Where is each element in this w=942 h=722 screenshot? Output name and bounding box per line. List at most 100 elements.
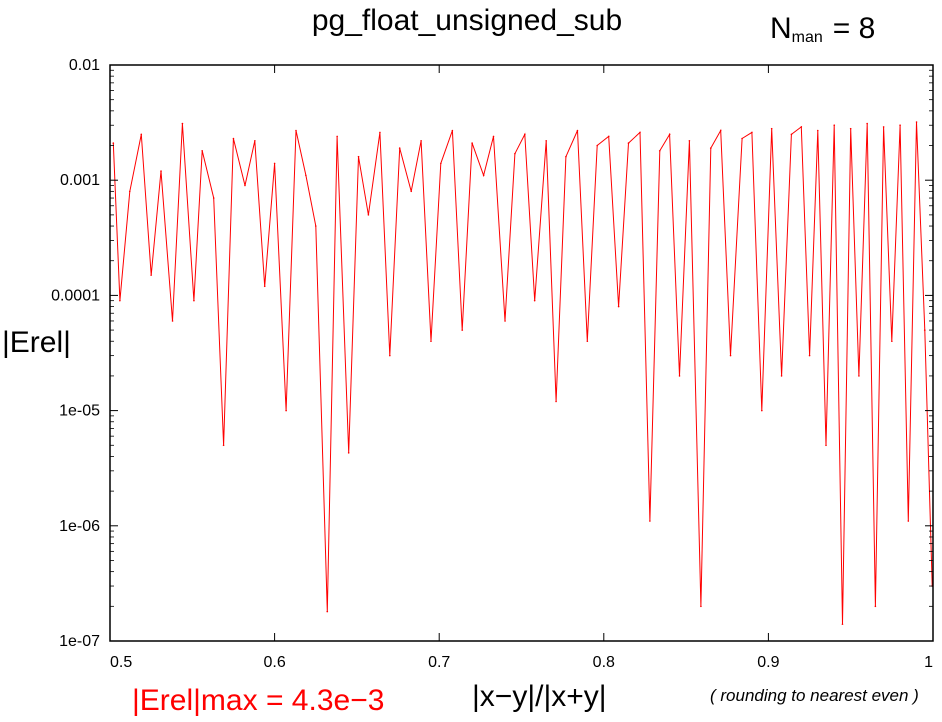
data-point xyxy=(471,142,473,144)
data-point xyxy=(858,375,860,377)
data-point xyxy=(576,129,579,132)
data-point xyxy=(709,147,712,149)
erel-max-annotation: |Erel|max = 4.3e−3 xyxy=(132,684,385,717)
data-point xyxy=(482,174,485,177)
x-tick-label: 0.6 xyxy=(263,654,285,671)
y-axis-label: |Erel| xyxy=(2,326,71,359)
series-layer xyxy=(112,121,933,625)
data-point xyxy=(688,139,691,142)
data-point xyxy=(150,274,152,276)
nman-annotation: Nman = 8 xyxy=(770,12,875,47)
data-point xyxy=(336,135,338,138)
data-point xyxy=(545,139,547,142)
data-point xyxy=(565,155,567,158)
data-point xyxy=(808,354,811,357)
data-point xyxy=(751,131,753,134)
data-point xyxy=(254,139,256,142)
data-point xyxy=(617,305,620,308)
nman-symbol: N xyxy=(770,12,792,45)
data-point xyxy=(232,137,235,140)
data-point xyxy=(222,444,225,447)
data-point xyxy=(263,285,266,288)
data-point xyxy=(899,124,901,127)
data-point xyxy=(833,124,836,127)
y-tick-label: 1e-06 xyxy=(59,518,100,535)
data-point xyxy=(596,144,599,147)
data-point xyxy=(171,320,174,322)
data-point xyxy=(430,340,432,343)
data-point xyxy=(586,340,589,343)
data-point xyxy=(770,127,773,130)
data-point xyxy=(128,190,131,193)
data-point xyxy=(461,329,464,331)
data-point xyxy=(658,149,661,152)
data-point xyxy=(160,170,162,172)
data-point xyxy=(700,605,702,608)
data-point xyxy=(627,142,630,144)
x-tick-label: 0.7 xyxy=(428,654,450,671)
data-point xyxy=(874,605,877,608)
plot-frame xyxy=(109,64,934,642)
chart-title: pg_float_unsigned_sub xyxy=(311,4,623,37)
data-point xyxy=(504,320,506,322)
data-point xyxy=(410,190,413,193)
data-point xyxy=(295,129,297,132)
nman-value: = 8 xyxy=(832,12,876,45)
data-point xyxy=(790,133,793,136)
data-point xyxy=(326,610,329,613)
data-point xyxy=(825,444,827,447)
data-point xyxy=(389,354,391,357)
series-line xyxy=(112,121,933,625)
data-point xyxy=(866,122,868,125)
data-point xyxy=(420,139,422,142)
x-axis-label: |x−y|/|x+y| xyxy=(472,680,607,713)
x-tick-label: 0.5 xyxy=(110,654,132,671)
data-point xyxy=(212,197,215,199)
data-point xyxy=(347,452,350,454)
data-point xyxy=(201,149,203,152)
data-point xyxy=(451,129,454,132)
data-point xyxy=(314,225,317,227)
data-point xyxy=(523,133,526,136)
x-tick-label: 0.9 xyxy=(757,654,779,671)
data-point xyxy=(719,129,722,132)
data-point xyxy=(678,375,681,377)
data-point xyxy=(649,520,651,522)
y-tick-label: 0.01 xyxy=(69,57,100,74)
data-point xyxy=(514,152,516,155)
data-point xyxy=(112,142,115,144)
x-tick-label: 0.8 xyxy=(593,654,615,671)
data-point xyxy=(181,122,184,125)
data-point xyxy=(398,147,401,149)
data-point xyxy=(440,162,442,165)
y-tick-label: 0.0001 xyxy=(51,287,100,304)
data-point xyxy=(533,299,536,302)
data-point xyxy=(305,174,307,177)
data-point xyxy=(668,133,671,136)
y-tick-label: 0.001 xyxy=(60,172,100,189)
y-tick-label: 1e-05 xyxy=(59,403,100,420)
data-point xyxy=(379,131,381,134)
data-point xyxy=(800,126,803,128)
data-point xyxy=(816,129,819,132)
nman-subscript: man xyxy=(791,29,823,46)
data-point xyxy=(193,299,195,302)
data-point xyxy=(244,184,246,187)
data-point xyxy=(367,214,370,216)
data-point xyxy=(907,520,910,522)
data-point xyxy=(923,329,926,331)
data-point xyxy=(285,409,287,412)
data-point xyxy=(849,127,852,130)
data-point xyxy=(915,121,918,123)
data-point xyxy=(273,162,276,165)
tick-layer: 0.5 0.6 0.7 0.8 0.9 1 0.01 0.001 0.0001 1e-05 1e-0… xyxy=(51,57,934,671)
rounding-note: ( rounding to nearest even ) xyxy=(710,686,919,705)
data-point xyxy=(140,133,143,136)
data-point xyxy=(761,409,763,412)
data-point xyxy=(357,155,360,158)
data-point xyxy=(119,299,121,302)
data-point xyxy=(555,400,557,403)
data-point xyxy=(607,135,610,138)
x-tick-label: 1 xyxy=(924,654,933,671)
